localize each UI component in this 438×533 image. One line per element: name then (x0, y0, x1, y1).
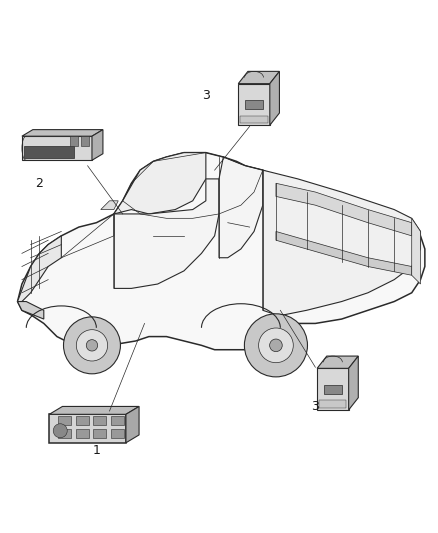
Polygon shape (101, 201, 118, 209)
Polygon shape (240, 116, 268, 123)
Polygon shape (58, 429, 71, 439)
Polygon shape (219, 157, 263, 258)
Polygon shape (114, 179, 219, 288)
Polygon shape (324, 385, 342, 394)
Polygon shape (238, 71, 279, 84)
Polygon shape (22, 130, 103, 136)
Polygon shape (317, 368, 349, 410)
Polygon shape (49, 407, 139, 414)
Polygon shape (18, 152, 425, 350)
Polygon shape (110, 416, 124, 425)
Polygon shape (238, 84, 270, 125)
Circle shape (244, 314, 307, 377)
Polygon shape (93, 416, 106, 425)
Circle shape (258, 328, 293, 362)
Polygon shape (76, 429, 88, 439)
Polygon shape (349, 356, 358, 410)
Text: 3: 3 (202, 89, 210, 102)
Polygon shape (412, 219, 420, 284)
Polygon shape (24, 146, 74, 158)
Polygon shape (93, 429, 106, 439)
Polygon shape (49, 414, 126, 443)
Circle shape (64, 317, 120, 374)
Text: 3: 3 (311, 400, 319, 413)
Polygon shape (319, 400, 346, 408)
Polygon shape (18, 302, 44, 319)
Polygon shape (114, 152, 206, 214)
Polygon shape (245, 100, 263, 109)
Polygon shape (18, 236, 61, 302)
Polygon shape (110, 429, 124, 439)
Polygon shape (276, 183, 412, 236)
Polygon shape (276, 231, 412, 275)
Polygon shape (70, 136, 78, 146)
Circle shape (76, 330, 108, 361)
Polygon shape (270, 71, 279, 125)
Polygon shape (317, 356, 358, 368)
Text: 1: 1 (92, 444, 100, 457)
Text: 2: 2 (35, 177, 43, 190)
Circle shape (270, 339, 282, 352)
Circle shape (53, 424, 67, 438)
Polygon shape (58, 416, 71, 425)
Circle shape (86, 340, 98, 351)
Polygon shape (263, 170, 420, 314)
Polygon shape (126, 407, 139, 443)
Polygon shape (76, 416, 88, 425)
Polygon shape (92, 130, 103, 160)
Polygon shape (81, 136, 89, 146)
Polygon shape (22, 136, 92, 160)
